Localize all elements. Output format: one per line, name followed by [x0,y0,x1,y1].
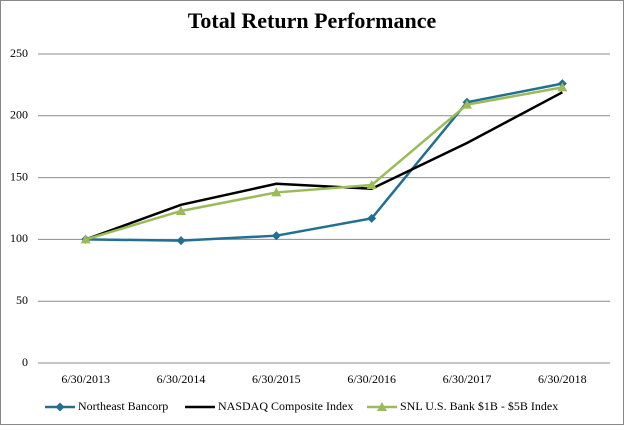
series-line [85,91,563,241]
x-tick-label: 6/30/2014 [157,372,206,386]
x-tick-label: 6/30/2015 [252,372,301,386]
x-tick-label: 6/30/2017 [443,372,492,386]
x-tick-label: 6/30/2018 [538,372,587,386]
point-marker [271,187,282,197]
y-tick-label: 0 [22,355,28,369]
chart-title: Total Return Performance [188,8,437,33]
x-tick-label: 6/30/2016 [347,372,396,386]
y-tick-label: 200 [10,108,28,122]
legend-marker [377,402,387,411]
legend-label: NASDAQ Composite Index [218,399,353,413]
y-tick-label: 150 [10,169,28,183]
legend-label: Northeast Bancorp [78,399,168,413]
series-line [85,82,563,242]
y-tick-label: 50 [16,293,28,307]
x-tick-label: 6/30/2013 [61,372,110,386]
series-line [85,86,563,241]
point-marker [462,99,472,109]
point-marker [367,213,377,223]
point-marker [366,180,377,190]
point-marker [176,205,186,215]
point-marker [80,234,91,244]
point-marker [271,231,281,241]
legend-marker [55,402,65,412]
point-marker [557,82,568,92]
legend-label: SNL U.S. Bank $1B - $5B Index [400,399,558,413]
y-tick-label: 250 [10,46,28,60]
y-tick-label: 100 [10,231,28,245]
point-marker [176,236,186,246]
